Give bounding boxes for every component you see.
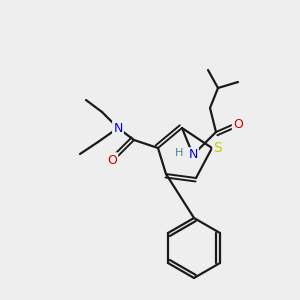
Text: S: S: [214, 141, 222, 155]
Text: N: N: [113, 122, 123, 134]
Text: H: H: [175, 148, 183, 158]
Text: O: O: [107, 154, 117, 166]
Text: N: N: [188, 148, 198, 161]
Text: O: O: [233, 118, 243, 131]
